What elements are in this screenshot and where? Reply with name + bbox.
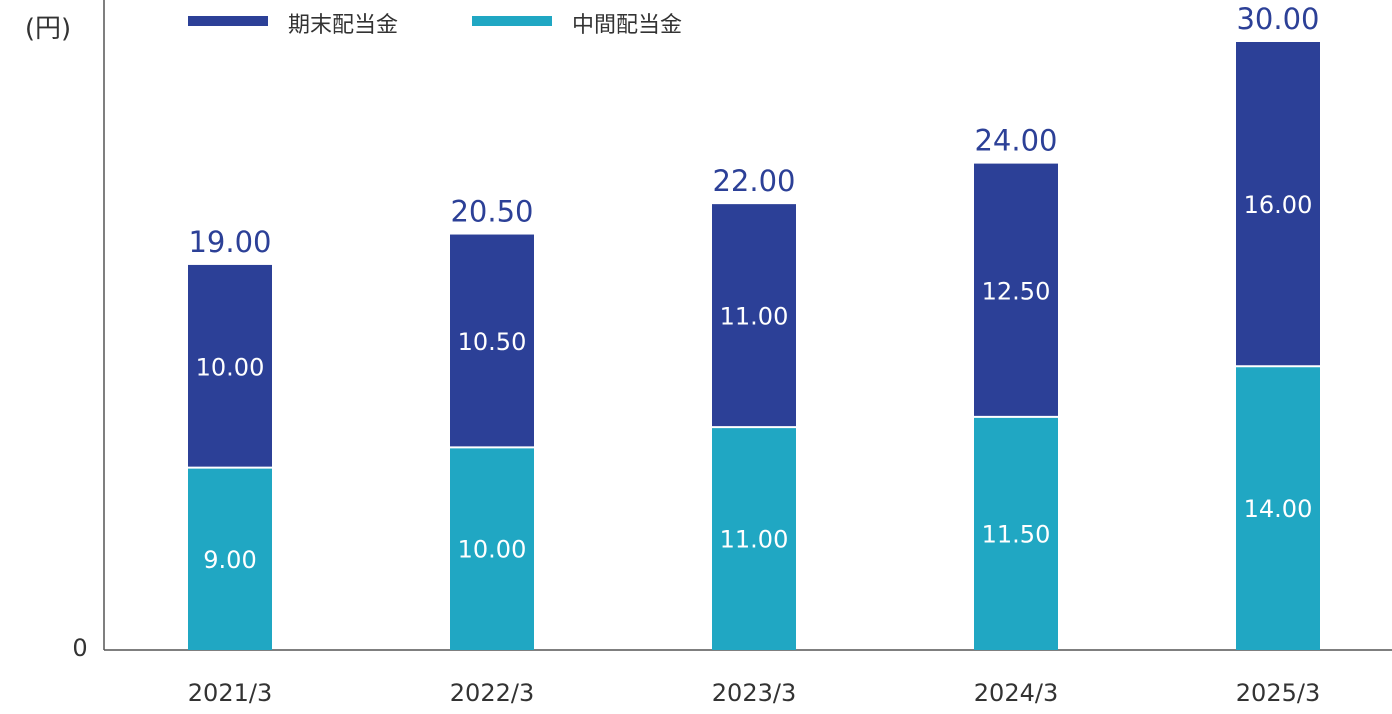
x-tick-label: 2023/3 [712,679,796,707]
bar-value-label: 11.00 [720,303,789,331]
x-tick-label: 2022/3 [450,679,534,707]
legend-label: 期末配当金 [288,13,398,38]
bar-total-label: 19.00 [188,225,271,259]
bar-total-label: 20.50 [450,195,533,229]
legend: 期末配当金 中間配当金 [188,13,682,38]
bar-total-label: 22.00 [712,164,795,198]
bar-segment [974,416,1058,650]
legend-swatch [472,16,552,26]
bar-value-label: 9.00 [203,546,256,574]
bar-segment [188,264,272,468]
bar-value-label: 10.00 [196,353,265,381]
bars-group: 9.00 10.00 19.00 10.00 10.50 20.50 11.00 11.00 2… [188,2,1320,650]
legend-swatch [188,16,268,26]
legend-label: 中間配当金 [572,13,682,38]
bar-value-label: 11.50 [982,520,1051,548]
x-tick-label: 2025/3 [1236,679,1320,707]
bar-value-label: 10.50 [458,328,527,356]
bar-total-label: 24.00 [974,124,1057,158]
bar-segment [450,447,534,650]
bar-segment [1236,366,1320,650]
bar-value-label: 10.00 [458,536,527,564]
y-zero-label: 0 [72,634,87,662]
bar-total-label: 30.00 [1236,2,1319,36]
bar-segment [712,427,796,650]
bar-value-label: 16.00 [1244,191,1313,219]
x-tick-labels: 2021/3 2022/3 2023/3 2024/3 2025/3 [188,679,1320,707]
bar-segment [450,234,534,448]
bar-value-label: 14.00 [1244,495,1313,523]
x-tick-label: 2024/3 [974,679,1058,707]
bar-segment [712,204,796,428]
bar-segment [974,163,1058,417]
x-tick-label: 2021/3 [188,679,272,707]
y-unit-label: (円) [25,14,71,44]
bar-segment [188,467,272,650]
bar-value-label: 11.00 [720,526,789,554]
bar-value-label: 12.50 [982,277,1051,305]
bar-segment [1236,42,1320,367]
